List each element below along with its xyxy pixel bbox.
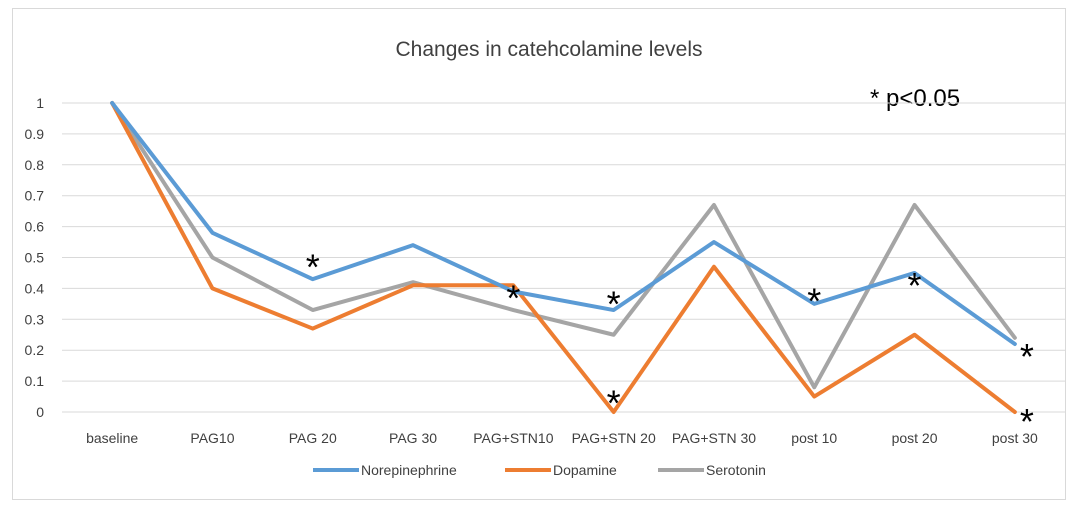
series-line-norepinephrine	[110, 101, 1017, 347]
x-tick-label: baseline	[86, 430, 138, 446]
significance-markers: * * * * * * * *	[306, 247, 1034, 443]
gridlines	[62, 102, 1065, 413]
y-tick-label: 0.3	[25, 311, 45, 327]
significance-marker: *	[1020, 401, 1034, 442]
y-tick-label: 0.8	[25, 157, 45, 173]
significance-note: * p<0.05	[870, 85, 960, 112]
x-tick-label: PAG+STN 30	[672, 430, 756, 446]
significance-marker: *	[306, 247, 320, 288]
y-tick-label: 0.1	[25, 373, 45, 389]
y-tick-label: 0.6	[25, 219, 45, 235]
significance-marker: *	[807, 280, 821, 321]
y-tick-label: 0.9	[25, 126, 45, 142]
x-tick-label: PAG10	[190, 430, 234, 446]
x-tick-label: post 10	[791, 430, 837, 446]
chart-title: Changes in catehcolamine levels	[395, 38, 702, 61]
chart-frame	[12, 8, 1066, 500]
significance-marker: *	[908, 265, 922, 306]
significance-marker: *	[607, 284, 621, 325]
x-tick-label: PAG 20	[289, 430, 337, 446]
x-tick-label: PAG 30	[389, 430, 437, 446]
legend: Norepinephrine Dopamine Serotonin	[313, 462, 766, 478]
x-tick-label: post 30	[992, 430, 1038, 446]
significance-marker: *	[506, 277, 520, 318]
x-tick-label: PAG+STN10	[473, 430, 553, 446]
y-tick-label: 0.4	[25, 280, 45, 296]
series-line-dopamine	[110, 101, 1017, 414]
x-tick-label: post 20	[892, 430, 938, 446]
significance-marker: *	[607, 382, 621, 423]
x-axis: baseline PAG10 PAG 20 PAG 30 PAG+STN10 PAG+ST…	[86, 430, 1038, 446]
y-tick-label: 0.5	[25, 250, 45, 266]
legend-label-serotonin: Serotonin	[706, 462, 766, 478]
legend-label-dopamine: Dopamine	[553, 462, 617, 478]
y-tick-label: 0.7	[25, 188, 45, 204]
x-tick-label: PAG+STN 20	[572, 430, 656, 446]
legend-label-norepinephrine: Norepinephrine	[361, 462, 457, 478]
y-axis: 0 0.1 0.2 0.3 0.4 0.5 0.6 0.7 0.8 0.9 1	[25, 95, 45, 420]
y-tick-label: 0	[36, 404, 44, 420]
series-lines	[110, 101, 1017, 414]
y-tick-label: 1	[36, 95, 44, 111]
y-tick-label: 0.2	[25, 342, 45, 358]
significance-marker: *	[1020, 336, 1034, 377]
series-line-serotonin	[110, 101, 1017, 390]
